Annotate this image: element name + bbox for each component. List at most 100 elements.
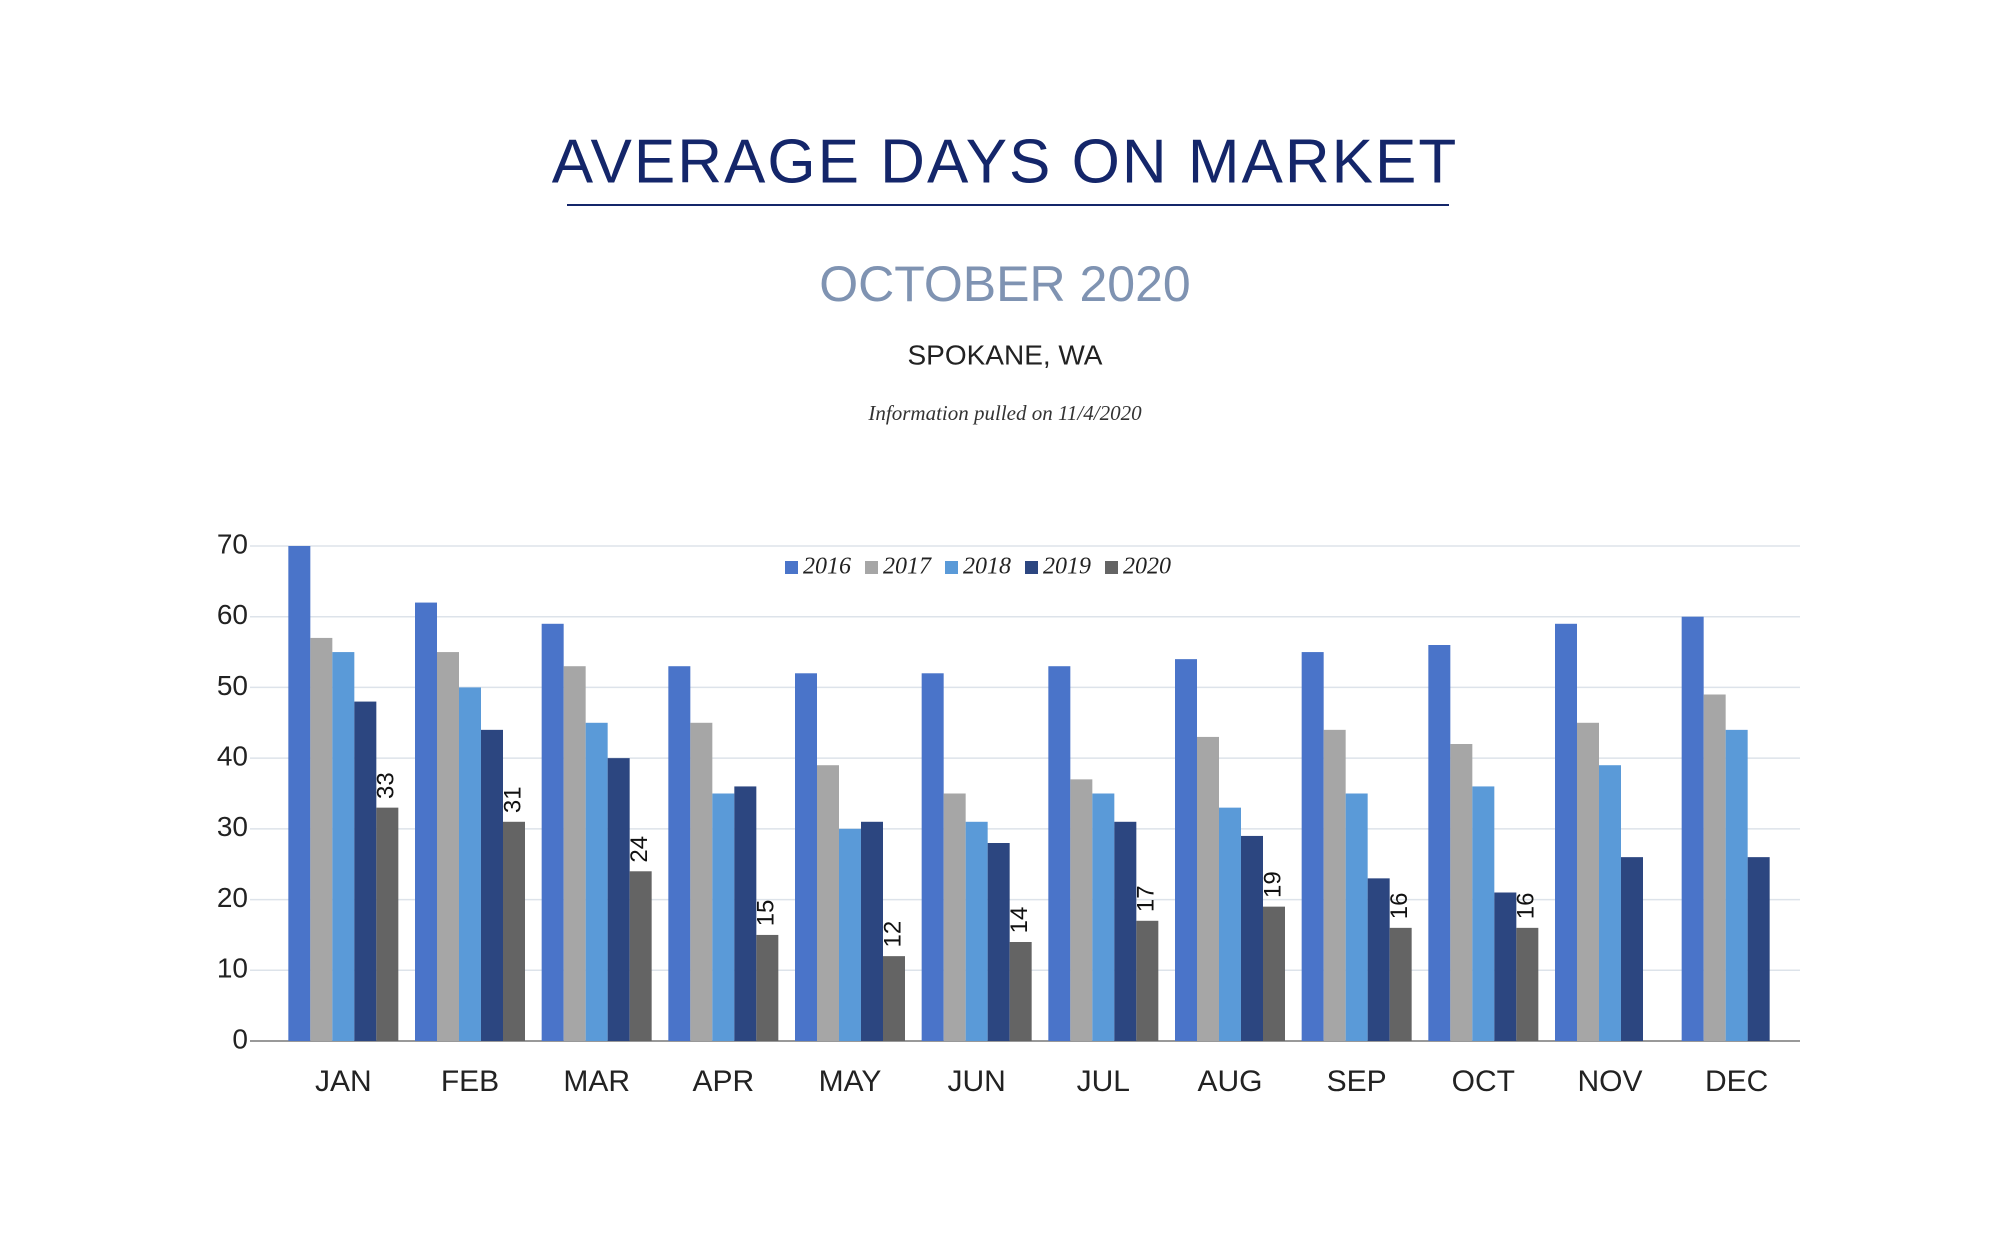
bar [1070,779,1093,1041]
bar [376,807,399,1041]
bar [1703,694,1726,1041]
y-tick-label: 40 [217,741,248,772]
note: Information pulled on 11/4/2020 [867,401,1142,425]
bar [1599,765,1621,1041]
bar [965,821,988,1041]
y-tick-label: 20 [217,882,248,913]
y-tick-label: 10 [217,953,248,984]
x-tick-label: DEC [1705,1065,1768,1098]
data-label: 16 [1386,893,1413,920]
bar [1621,857,1643,1041]
legend-swatch [1105,561,1118,574]
x-tick-label: JUN [947,1065,1005,1098]
bar [1175,659,1197,1041]
bar [354,701,377,1041]
bar [883,956,905,1041]
y-tick-label: 50 [217,670,248,701]
bar [861,821,883,1041]
bar [1747,857,1770,1041]
bar [585,722,608,1041]
x-tick-label: MAR [563,1065,630,1098]
bar [795,673,817,1041]
bar [1516,927,1539,1041]
bar [1345,793,1368,1041]
bar [1092,793,1115,1041]
bar [415,602,437,1041]
bar [288,546,311,1041]
bar [1009,942,1032,1041]
bar [332,652,355,1041]
bar [629,871,652,1041]
bar [1389,927,1412,1041]
bar [1472,786,1495,1041]
bar [1219,807,1241,1041]
bar [943,793,966,1041]
bar [1428,645,1451,1041]
bar [1301,652,1324,1041]
bar [481,729,503,1041]
location: SPOKANE, WA [907,339,1102,370]
bar [1263,906,1285,1041]
bar [668,666,691,1041]
y-tick-label: 30 [217,811,248,842]
bar [541,623,564,1041]
bar [839,828,861,1041]
bar [1681,616,1704,1041]
bar [712,793,735,1041]
legend-swatch [945,561,958,574]
data-label: 16 [1513,893,1540,920]
bar [690,722,713,1041]
legend-label: 2019 [1043,554,1091,580]
x-tick-label: AUG [1197,1065,1262,1098]
bar [437,652,459,1041]
bar [921,673,944,1041]
data-label: 15 [753,900,780,927]
legend-swatch [865,561,878,574]
x-tick-label: MAY [819,1065,882,1098]
bar [734,786,757,1041]
bar [1450,744,1473,1041]
data-label: 14 [1006,907,1033,934]
bar [1197,736,1219,1041]
x-tick-label: APR [692,1065,754,1098]
y-tick-label: 60 [217,599,248,630]
x-tick-label: SEP [1327,1065,1387,1098]
bar [1494,892,1517,1041]
bar [1725,729,1748,1041]
data-label: 17 [1133,885,1160,912]
data-label: 33 [373,772,400,799]
x-tick-label: OCT [1452,1065,1515,1098]
bar [1136,920,1159,1041]
legend-swatch [785,561,798,574]
legend-swatch [1025,561,1038,574]
bar [1555,623,1577,1041]
x-tick-label: FEB [441,1065,499,1098]
bar [503,821,525,1041]
bar [756,934,779,1041]
bar [1323,729,1346,1041]
bar [1048,666,1071,1041]
bar [1114,821,1137,1041]
data-label: 31 [499,786,526,813]
subtitle: OCTOBER 2020 [819,256,1190,312]
legend-label: 2018 [963,554,1011,580]
legend-label: 2016 [803,554,851,580]
bar [817,765,839,1041]
data-label: 24 [626,836,653,863]
data-label: 19 [1259,871,1286,898]
x-tick-label: JUL [1077,1065,1130,1098]
y-tick-label: 70 [217,528,248,559]
bar [1577,722,1599,1041]
chart-title: AVERAGE DAYS ON MARKET [552,127,1458,196]
bar [987,843,1010,1041]
bar [310,637,333,1041]
y-tick-label: 0 [232,1023,248,1054]
bar [563,666,586,1041]
x-tick-label: NOV [1577,1065,1642,1098]
legend-label: 2017 [883,554,932,580]
bar [1367,878,1390,1041]
x-tick-label: JAN [315,1065,372,1098]
bar [459,687,481,1041]
data-label: 12 [879,921,906,948]
